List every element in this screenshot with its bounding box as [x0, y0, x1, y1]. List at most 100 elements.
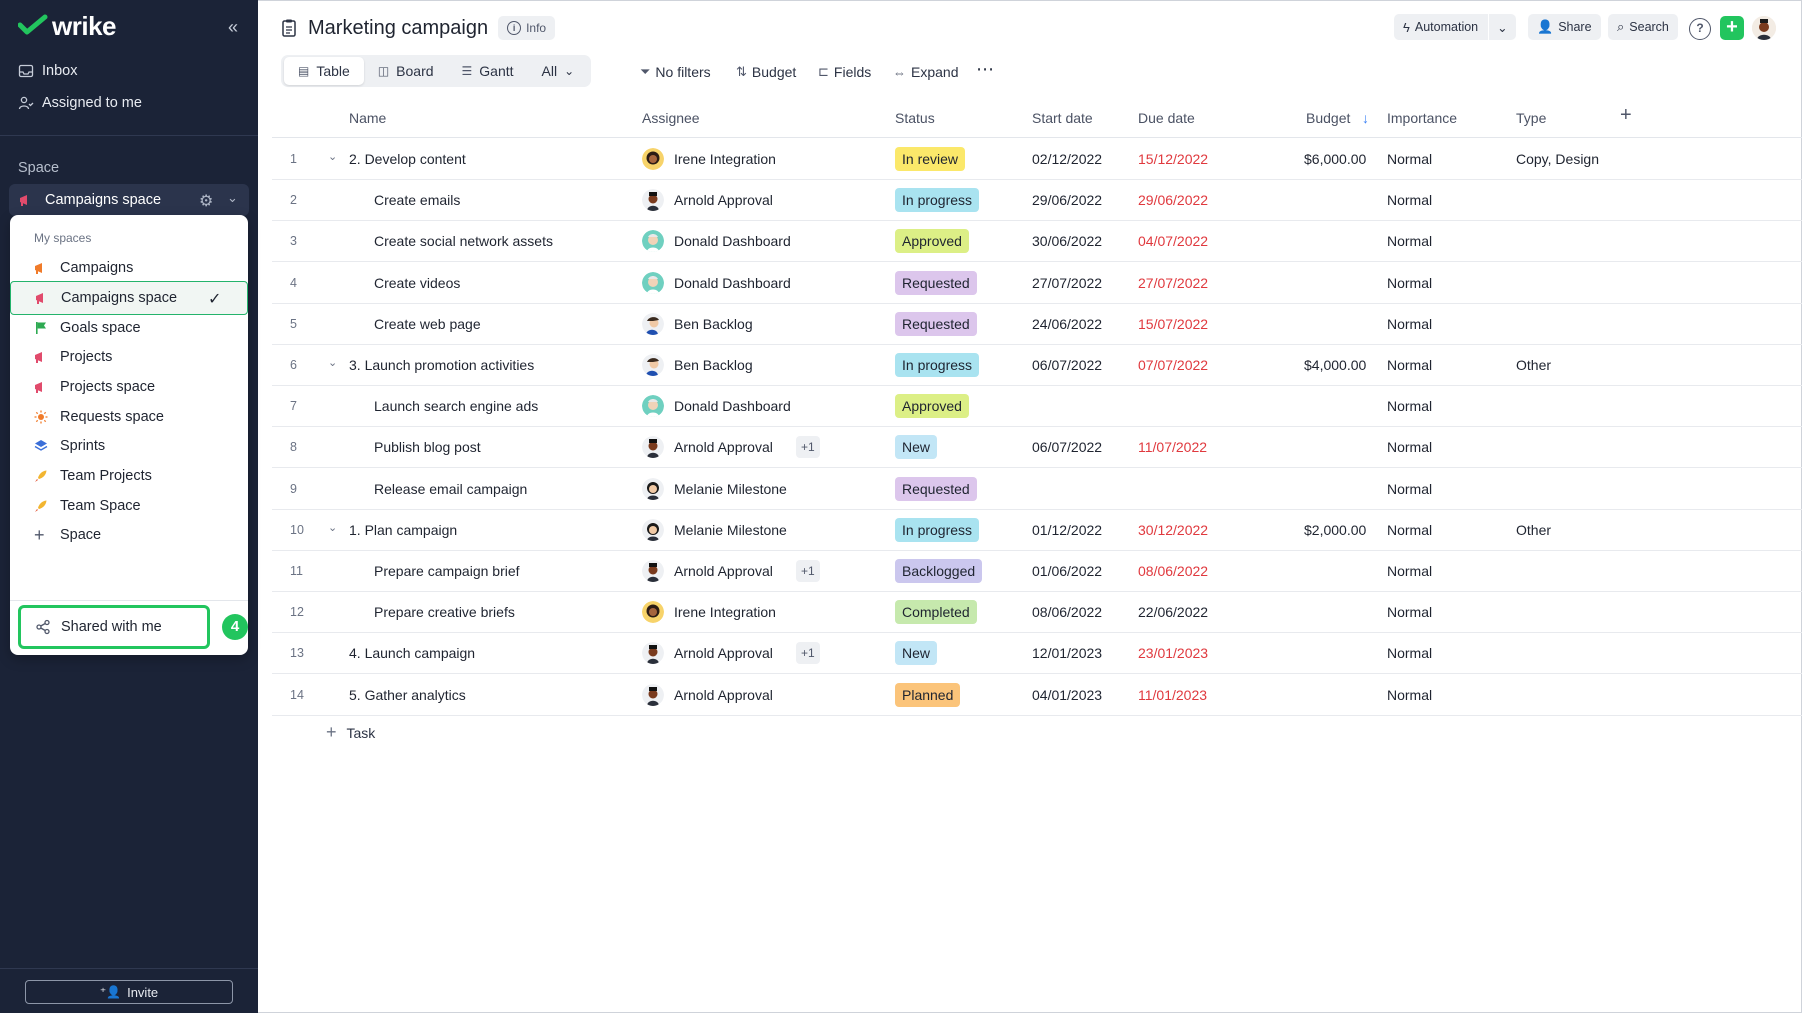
- start-date[interactable]: 04/01/2023: [1032, 687, 1102, 703]
- importance-value[interactable]: Normal: [1387, 151, 1432, 167]
- chevron-down-icon[interactable]: ⌄: [328, 521, 337, 534]
- sort-button[interactable]: ⇅ Budget: [736, 60, 796, 84]
- task-name[interactable]: Create emails: [374, 192, 460, 208]
- assignee-name[interactable]: Donald Dashboard: [674, 233, 791, 249]
- table-row[interactable]: 2 Create emails Arnold Approval In progress…: [272, 180, 1802, 221]
- task-name[interactable]: 2. Develop content: [349, 151, 466, 167]
- due-date[interactable]: 29/06/2022: [1138, 192, 1208, 208]
- importance-value[interactable]: Normal: [1387, 316, 1432, 332]
- importance-value[interactable]: Normal: [1387, 687, 1432, 703]
- space-item-projects[interactable]: Projects: [10, 340, 248, 374]
- share-button[interactable]: 👤 Share: [1528, 14, 1601, 40]
- assignee-name[interactable]: Ben Backlog: [674, 357, 753, 373]
- task-name[interactable]: Release email campaign: [374, 481, 527, 497]
- due-date[interactable]: 04/07/2022: [1138, 233, 1208, 249]
- more-options-icon[interactable]: ⋯: [976, 57, 994, 81]
- task-name[interactable]: Create social network assets: [374, 233, 553, 249]
- importance-value[interactable]: Normal: [1387, 357, 1432, 373]
- status-badge[interactable]: Completed: [895, 600, 977, 624]
- column-header-due-date[interactable]: Due date: [1138, 110, 1195, 126]
- table-row[interactable]: 3 Create social network assets Donald Dash…: [272, 221, 1802, 262]
- status-badge[interactable]: Approved: [895, 229, 969, 253]
- extra-assignees-badge[interactable]: +1: [796, 560, 820, 582]
- importance-value[interactable]: Normal: [1387, 233, 1432, 249]
- importance-value[interactable]: Normal: [1387, 645, 1432, 661]
- importance-value[interactable]: Normal: [1387, 563, 1432, 579]
- importance-value[interactable]: Normal: [1387, 398, 1432, 414]
- automation-menu-chevron-icon[interactable]: ⌄: [1489, 14, 1515, 40]
- add-column-icon[interactable]: +: [1620, 104, 1632, 127]
- column-header-budget[interactable]: Budget: [1306, 110, 1350, 126]
- help-button[interactable]: ?: [1689, 16, 1711, 42]
- assignee-name[interactable]: Irene Integration: [674, 604, 776, 620]
- tab-board[interactable]: ◫ Board: [364, 57, 448, 85]
- task-name[interactable]: 4. Launch campaign: [349, 645, 475, 661]
- task-name[interactable]: 1. Plan campaign: [349, 522, 457, 538]
- sort-desc-arrow-icon[interactable]: ↓: [1362, 110, 1369, 126]
- importance-value[interactable]: Normal: [1387, 481, 1432, 497]
- start-date[interactable]: 30/06/2022: [1032, 233, 1102, 249]
- start-date[interactable]: 24/06/2022: [1032, 316, 1102, 332]
- table-row[interactable]: 13 4. Launch campaign Arnold Approval +1 New…: [272, 633, 1802, 674]
- space-item-space[interactable]: + Space: [10, 518, 248, 552]
- status-badge[interactable]: Planned: [895, 683, 960, 707]
- task-name[interactable]: Prepare campaign brief: [374, 563, 520, 579]
- extra-assignees-badge[interactable]: +1: [796, 436, 820, 458]
- column-header-assignee[interactable]: Assignee: [642, 110, 700, 126]
- fields-button[interactable]: ⊏ Fields: [818, 60, 871, 84]
- status-badge[interactable]: Requested: [895, 271, 977, 295]
- column-header-type[interactable]: Type: [1516, 110, 1546, 126]
- column-header-name[interactable]: Name: [349, 110, 386, 126]
- table-row[interactable]: 12 Prepare creative briefs Irene Integrati…: [272, 592, 1802, 633]
- assignee-name[interactable]: Ben Backlog: [674, 316, 753, 332]
- column-header-status[interactable]: Status: [895, 110, 935, 126]
- expand-button[interactable]: ⇔ Expand: [893, 60, 958, 84]
- add-task-button[interactable]: + Task: [326, 722, 375, 743]
- table-row[interactable]: 10 ⌄ 1. Plan campaign Melanie Milestone In p…: [272, 510, 1802, 551]
- table-row[interactable]: 4 Create videos Donald Dashboard Requested 2…: [272, 263, 1802, 304]
- start-date[interactable]: 06/07/2022: [1032, 439, 1102, 455]
- assignee-name[interactable]: Arnold Approval: [674, 645, 773, 661]
- due-date[interactable]: 07/07/2022: [1138, 357, 1208, 373]
- importance-value[interactable]: Normal: [1387, 275, 1432, 291]
- table-row[interactable]: 14 5. Gather analytics Arnold Approval Plan…: [272, 675, 1802, 716]
- budget-value[interactable]: $6,000.00: [1304, 151, 1366, 167]
- start-date[interactable]: 02/12/2022: [1032, 151, 1102, 167]
- table-row[interactable]: 5 Create web page Ben Backlog Requested 24/0…: [272, 304, 1802, 345]
- status-badge[interactable]: Backlogged: [895, 559, 982, 583]
- importance-value[interactable]: Normal: [1387, 192, 1432, 208]
- start-date[interactable]: 12/01/2023: [1032, 645, 1102, 661]
- due-date[interactable]: 15/12/2022: [1138, 151, 1208, 167]
- gear-icon[interactable]: ⚙: [199, 191, 213, 211]
- tab-table[interactable]: ▤ Table: [284, 57, 364, 85]
- start-date[interactable]: 06/07/2022: [1032, 357, 1102, 373]
- status-badge[interactable]: New: [895, 435, 937, 459]
- start-date[interactable]: 01/06/2022: [1032, 563, 1102, 579]
- assignee-name[interactable]: Arnold Approval: [674, 687, 773, 703]
- create-button[interactable]: +: [1720, 15, 1744, 41]
- importance-value[interactable]: Normal: [1387, 522, 1432, 538]
- automation-button[interactable]: ϟ Automation ⌄: [1394, 14, 1516, 40]
- chevron-down-icon[interactable]: ⌄: [328, 356, 337, 369]
- user-avatar[interactable]: [1752, 15, 1776, 41]
- chevron-down-icon[interactable]: ⌄: [227, 190, 238, 206]
- assignee-name[interactable]: Arnold Approval: [674, 439, 773, 455]
- extra-assignees-badge[interactable]: +1: [796, 642, 820, 664]
- space-item-projects-space[interactable]: Projects space: [10, 370, 248, 404]
- status-badge[interactable]: In progress: [895, 353, 979, 377]
- task-name[interactable]: Launch search engine ads: [374, 398, 538, 414]
- space-selector[interactable]: Campaigns space ⚙ ⌄: [9, 184, 249, 216]
- shared-with-me-item[interactable]: Shared with me: [18, 605, 210, 649]
- table-row[interactable]: 9 Release email campaign Melanie Milestone…: [272, 469, 1802, 510]
- due-date[interactable]: 08/06/2022: [1138, 563, 1208, 579]
- type-value[interactable]: Other: [1516, 357, 1551, 373]
- status-badge[interactable]: New: [895, 641, 937, 665]
- start-date[interactable]: 29/06/2022: [1032, 192, 1102, 208]
- space-item-campaigns-space[interactable]: Campaigns space ✓: [10, 281, 248, 315]
- table-row[interactable]: 7 Launch search engine ads Donald Dashboar…: [272, 386, 1802, 427]
- status-badge[interactable]: Requested: [895, 477, 977, 501]
- assignee-name[interactable]: Melanie Milestone: [674, 481, 787, 497]
- task-name[interactable]: Create videos: [374, 275, 460, 291]
- table-row[interactable]: 11 Prepare campaign brief Arnold Approval +…: [272, 551, 1802, 592]
- column-header-importance[interactable]: Importance: [1387, 110, 1457, 126]
